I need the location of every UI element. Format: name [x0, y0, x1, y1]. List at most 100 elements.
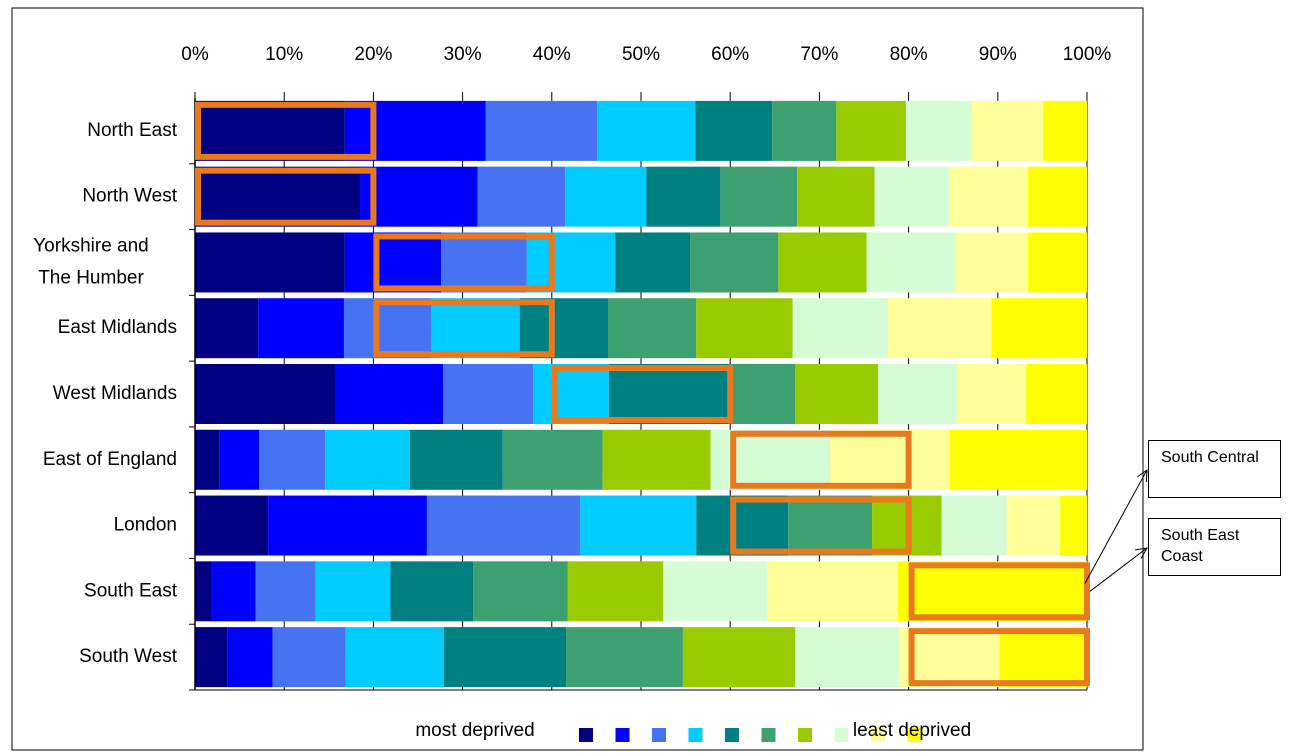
- bar-segment: [1026, 364, 1087, 424]
- x-tick-label: 30%: [444, 44, 482, 65]
- x-tick-label: 60%: [711, 44, 749, 65]
- bar-segment: [957, 364, 1027, 424]
- bar-segment: [258, 298, 344, 359]
- legend-label: least deprived: [853, 720, 971, 741]
- arrow-head: [1136, 468, 1148, 483]
- bar-segment: [195, 495, 269, 556]
- bar-segment: [836, 100, 906, 161]
- bar-segment: [272, 627, 346, 688]
- annotation: South East Coast: [1148, 518, 1281, 576]
- legend-label: most deprived: [415, 720, 534, 741]
- bar-segment: [696, 495, 789, 556]
- bar-segment: [195, 100, 345, 161]
- bar-segment: [1060, 495, 1087, 556]
- bar-segment: [767, 561, 898, 622]
- x-tick-label: 100%: [1063, 44, 1112, 65]
- x-tick-label: 10%: [265, 44, 303, 65]
- bar-segment: [441, 232, 527, 293]
- x-tick-label: 80%: [890, 44, 928, 65]
- highlight-box: [373, 233, 555, 292]
- bar-segment: [566, 627, 683, 688]
- bar-segment: [195, 429, 220, 490]
- legend-swatch: [688, 728, 703, 742]
- bar-segment: [390, 561, 474, 622]
- bar-segment: [971, 100, 1044, 161]
- bar-segment: [567, 561, 664, 622]
- bar-segment: [720, 166, 798, 227]
- bar-segment: [502, 429, 603, 490]
- y-tick-label: Yorkshire and The Humber: [33, 235, 148, 288]
- bar-segment: [788, 495, 873, 556]
- bar-segment: [608, 364, 729, 424]
- bar-segment: [772, 100, 837, 161]
- y-tick-label: West Midlands: [53, 383, 177, 404]
- bar-segment: [663, 561, 768, 622]
- bar-segment: [219, 429, 260, 490]
- highlight-box: [730, 496, 912, 555]
- bar-segment: [345, 627, 444, 688]
- bar-segment: [227, 627, 273, 688]
- y-tick-label: London: [114, 515, 177, 536]
- bar-segment: [255, 561, 316, 622]
- legend-swatch: [725, 728, 739, 742]
- bar-segment: [526, 232, 616, 293]
- bar-segment: [268, 495, 427, 556]
- bar-segment: [949, 429, 1087, 490]
- legend-swatch: [798, 728, 812, 742]
- annotation-arrow: [1089, 547, 1148, 592]
- bar-segment: [888, 298, 992, 359]
- bar-segment: [442, 364, 534, 424]
- bar-segment: [580, 495, 697, 556]
- bar-segment: [1006, 495, 1061, 556]
- bar-segment: [615, 232, 691, 293]
- bar-segment: [955, 232, 1029, 293]
- legend-swatch: [834, 728, 849, 742]
- highlight-box: [195, 101, 377, 160]
- bar-segment: [795, 627, 900, 688]
- y-tick-label: South East: [84, 580, 178, 601]
- bar-segment: [878, 364, 958, 424]
- bar-segment: [477, 166, 566, 227]
- bar-segment: [695, 100, 773, 161]
- legend-swatch: [652, 728, 666, 742]
- bar-segment: [443, 627, 567, 688]
- annotation-arrow: [1084, 469, 1148, 584]
- bar-segment: [830, 429, 950, 490]
- bar-segment: [195, 364, 336, 424]
- bar-segment: [795, 364, 879, 424]
- bar-segment: [778, 232, 867, 293]
- y-tick-label: East of England: [43, 449, 177, 470]
- bar-segment: [211, 561, 256, 622]
- bar-segment: [344, 232, 442, 293]
- y-tick-label: North West: [82, 186, 177, 207]
- bar-segment: [710, 429, 831, 490]
- chart-frame: [11, 7, 1144, 751]
- bar-segment: [949, 166, 1029, 227]
- bar-segment: [565, 166, 647, 227]
- bar-segment: [325, 429, 410, 490]
- highlight-box: [373, 299, 555, 358]
- x-tick-label: 90%: [979, 44, 1017, 65]
- x-tick-label: 70%: [800, 44, 838, 65]
- bar-segment: [195, 298, 259, 359]
- bar-segment: [696, 298, 793, 359]
- bar-segment: [991, 298, 1087, 359]
- bar-segment: [899, 627, 1000, 688]
- bar-segment: [792, 298, 889, 359]
- highlight-box: [195, 167, 377, 226]
- highlight-box: [908, 562, 1090, 621]
- highlight-box: [730, 430, 912, 489]
- bar-segment: [597, 100, 696, 161]
- x-tick-label: 50%: [622, 44, 660, 65]
- x-tick-label: 40%: [533, 44, 571, 65]
- highlight-box: [908, 628, 1090, 687]
- bar-segment: [409, 429, 503, 490]
- bar-segment: [905, 100, 972, 161]
- bar-segment: [533, 364, 609, 424]
- bar-segment: [897, 561, 1087, 622]
- bar-segment: [682, 627, 796, 688]
- bar-segment: [195, 232, 345, 293]
- bar-segment: [1043, 100, 1087, 161]
